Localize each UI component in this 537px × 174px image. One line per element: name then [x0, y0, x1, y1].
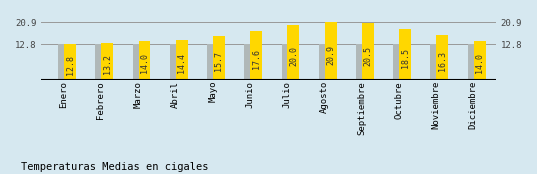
- Bar: [244, 44, 255, 80]
- Bar: [250, 31, 262, 80]
- Text: 20.9: 20.9: [326, 45, 335, 65]
- Bar: [133, 44, 143, 80]
- Text: 14.0: 14.0: [475, 53, 484, 73]
- Bar: [101, 43, 113, 80]
- Text: 17.6: 17.6: [252, 49, 260, 69]
- Text: 12.8: 12.8: [66, 55, 75, 75]
- Text: 14.4: 14.4: [177, 53, 186, 73]
- Bar: [399, 29, 411, 80]
- Bar: [393, 44, 404, 80]
- Bar: [362, 23, 374, 80]
- Text: 16.3: 16.3: [438, 51, 447, 71]
- Bar: [176, 40, 188, 80]
- Text: 13.2: 13.2: [103, 54, 112, 74]
- Bar: [474, 41, 485, 80]
- Bar: [319, 44, 329, 80]
- Text: 20.5: 20.5: [364, 46, 373, 66]
- Bar: [468, 44, 478, 80]
- Text: 15.7: 15.7: [214, 51, 223, 71]
- Bar: [431, 44, 441, 80]
- Bar: [64, 44, 76, 80]
- Bar: [437, 35, 448, 80]
- Text: 20.0: 20.0: [289, 46, 298, 66]
- Bar: [287, 25, 300, 80]
- Bar: [170, 44, 180, 80]
- Text: Temperaturas Medias en cigales: Temperaturas Medias en cigales: [21, 162, 209, 172]
- Bar: [96, 44, 106, 80]
- Bar: [207, 44, 217, 80]
- Bar: [325, 22, 337, 80]
- Bar: [139, 41, 150, 80]
- Text: 14.0: 14.0: [140, 53, 149, 73]
- Bar: [213, 36, 225, 80]
- Bar: [58, 44, 69, 80]
- Bar: [356, 44, 366, 80]
- Text: 18.5: 18.5: [401, 48, 410, 68]
- Bar: [281, 44, 292, 80]
